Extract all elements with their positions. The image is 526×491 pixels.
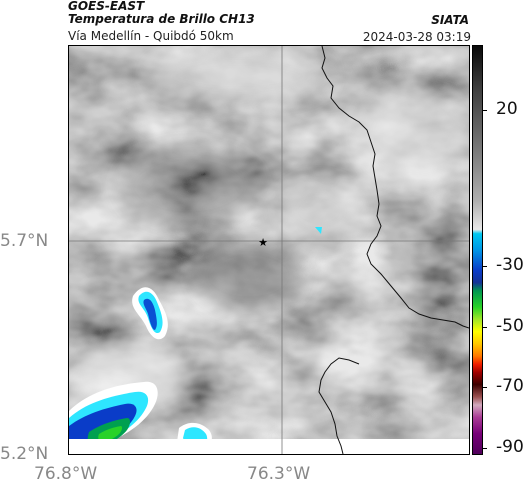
- colorbar-label: -90: [496, 437, 524, 457]
- colorbar-tick: [483, 110, 487, 111]
- colorbar-label: -30: [496, 255, 524, 275]
- satellite-map[interactable]: ★: [68, 45, 470, 455]
- cloud-highlights: [69, 48, 469, 411]
- colorbar-label: 20: [496, 99, 518, 119]
- colorbar-tick: [483, 327, 487, 328]
- colorbar-label: -70: [496, 376, 524, 396]
- colorbar: [472, 45, 483, 455]
- colorbar-tick: [483, 266, 487, 267]
- map-canvas: ★: [69, 46, 469, 454]
- region-boundary-south: [318, 357, 360, 454]
- colorbar-tick: [483, 387, 487, 388]
- y-tick-label: 5.2°N: [0, 444, 49, 464]
- product-title: Temperatura de Brillo CH13: [68, 12, 255, 26]
- x-tick-label: 76.8°W: [34, 464, 98, 484]
- satellite-name: GOES-EAST: [68, 0, 145, 13]
- map-bottom-margin: [69, 439, 469, 454]
- region-boundary-east: [321, 46, 469, 329]
- x-tick-label: 76.3°W: [247, 464, 311, 484]
- colorbar-label: -50: [496, 316, 524, 336]
- colorbar-tick: [483, 448, 487, 449]
- star-marker: ★: [258, 236, 268, 249]
- timestamp-label: 2024-03-28 03:19: [362, 30, 471, 44]
- gridlines: [69, 46, 469, 454]
- organization-label: SIATA: [431, 13, 469, 27]
- route-label: Vía Medellín - Quibdó 50km: [68, 29, 234, 43]
- y-tick-label: 5.7°N: [0, 231, 49, 251]
- cold-cloud-tops: [69, 227, 322, 454]
